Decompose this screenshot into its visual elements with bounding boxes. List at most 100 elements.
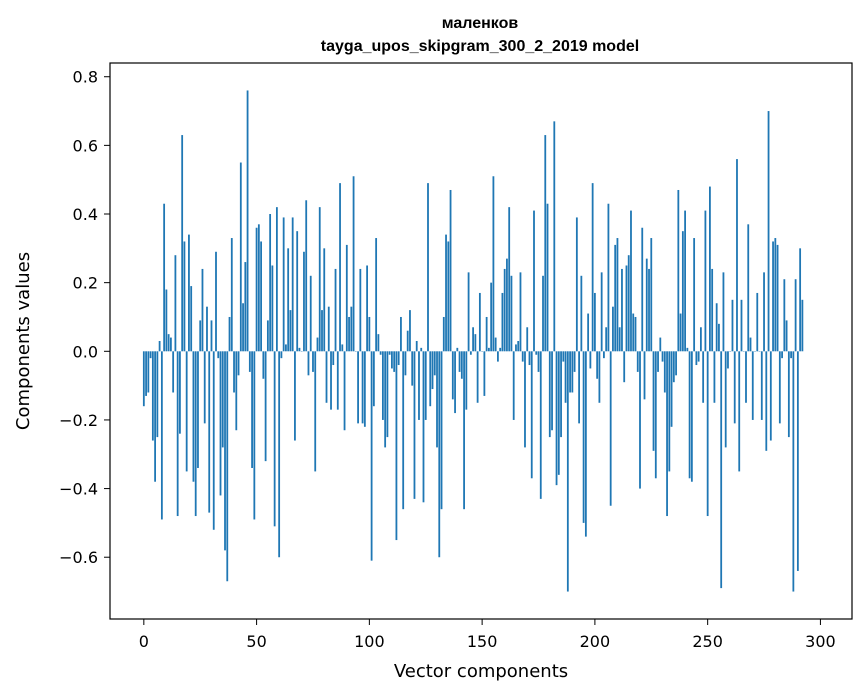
bar xyxy=(548,351,551,438)
bar xyxy=(370,351,373,561)
bar xyxy=(487,347,490,352)
bar xyxy=(445,234,447,352)
bar xyxy=(404,351,407,376)
bar xyxy=(494,337,497,352)
bar xyxy=(508,207,511,352)
bar xyxy=(323,248,326,352)
bar xyxy=(605,327,608,352)
bar xyxy=(684,210,686,352)
bar xyxy=(260,241,262,352)
bar xyxy=(325,351,328,403)
bar xyxy=(596,351,599,379)
bar xyxy=(393,351,396,372)
bar xyxy=(145,351,147,396)
bar xyxy=(499,347,502,352)
bar xyxy=(460,351,463,379)
bar xyxy=(253,351,256,520)
bar xyxy=(151,351,154,441)
bar xyxy=(406,330,409,352)
bar xyxy=(792,351,795,592)
bar xyxy=(169,337,172,352)
bar xyxy=(436,351,438,448)
x-tick-label: 100 xyxy=(354,632,385,651)
bar xyxy=(273,351,276,527)
bar xyxy=(431,351,434,390)
bar xyxy=(528,351,531,366)
x-tick-label: 50 xyxy=(246,632,266,651)
bar xyxy=(519,272,522,352)
bar xyxy=(546,203,549,352)
bar xyxy=(485,316,488,352)
bar xyxy=(787,351,790,438)
bar xyxy=(584,351,587,537)
bar xyxy=(727,351,729,369)
bar xyxy=(715,303,718,352)
bar xyxy=(763,272,765,352)
bar xyxy=(348,316,350,352)
bar xyxy=(562,351,565,362)
bar xyxy=(427,183,429,352)
bar xyxy=(179,351,181,434)
bar xyxy=(555,351,558,486)
bar xyxy=(429,351,432,407)
bar xyxy=(197,351,199,468)
bar xyxy=(372,351,375,407)
bar xyxy=(149,351,152,359)
bar xyxy=(747,224,750,352)
bar xyxy=(469,351,472,355)
bar xyxy=(679,313,682,352)
y-tick-label: 0.0 xyxy=(73,342,98,361)
bar xyxy=(476,351,479,403)
y-tick-label: −0.6 xyxy=(59,548,98,567)
bar xyxy=(745,351,747,403)
bar xyxy=(560,351,562,438)
bar xyxy=(386,351,389,438)
bar xyxy=(433,351,436,376)
bar xyxy=(738,351,741,472)
bar xyxy=(593,292,596,352)
bar xyxy=(623,351,626,383)
bar xyxy=(580,275,583,352)
bar xyxy=(420,347,423,352)
bar xyxy=(688,351,691,479)
bar xyxy=(659,337,662,352)
bar xyxy=(630,210,632,352)
bar xyxy=(165,289,168,352)
bar xyxy=(675,351,677,376)
x-axis-ticks: 0 50 100 150 200 250 300 xyxy=(139,619,836,651)
bar xyxy=(357,351,359,424)
bar xyxy=(409,310,411,352)
bar xyxy=(458,351,461,372)
bar xyxy=(515,344,517,352)
bar xyxy=(643,351,646,400)
bar xyxy=(156,351,159,438)
bar xyxy=(230,238,233,352)
bar xyxy=(666,351,668,517)
bar xyxy=(318,207,321,352)
bar xyxy=(521,351,524,362)
bar xyxy=(418,351,420,420)
bar xyxy=(672,351,675,383)
bar xyxy=(625,265,628,352)
bar xyxy=(303,251,305,352)
bar xyxy=(391,351,393,369)
bar xyxy=(587,313,590,352)
bar xyxy=(411,351,414,386)
bar xyxy=(212,351,215,530)
bar xyxy=(681,231,684,352)
bar xyxy=(210,320,213,352)
bar xyxy=(720,351,723,589)
bar xyxy=(756,292,759,352)
bar xyxy=(731,299,734,352)
bar xyxy=(285,344,287,352)
bar xyxy=(778,351,781,424)
bar xyxy=(381,351,384,420)
bar xyxy=(614,244,617,352)
bar xyxy=(237,351,240,376)
bar xyxy=(291,217,294,352)
bar xyxy=(242,303,244,352)
bar xyxy=(724,351,727,448)
bar xyxy=(172,351,175,393)
bar xyxy=(384,351,387,448)
bar xyxy=(206,306,208,352)
